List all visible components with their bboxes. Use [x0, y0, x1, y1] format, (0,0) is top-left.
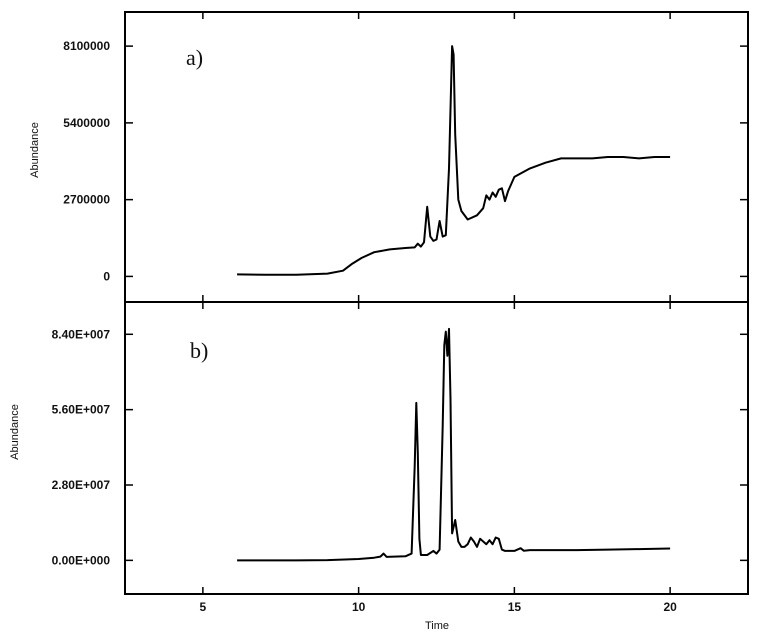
panel-b-series-line: [237, 327, 671, 562]
xtick-label: 5: [200, 600, 207, 614]
ytick-label: 5.60E+007: [52, 403, 111, 417]
panel-b-label: b): [190, 338, 208, 363]
panel-a-label-glow: [145, 17, 255, 107]
panel-b-frame: [124, 301, 749, 595]
ytick-label: 0.00E+000: [52, 553, 111, 567]
panel-b-ylabel: Abundance: [9, 404, 21, 460]
panel-b-axis-ticks: [125, 302, 748, 594]
ytick-label: 5400000: [63, 116, 110, 130]
ytick-label: 2.80E+007: [52, 478, 111, 492]
panel-a-label: a): [186, 45, 203, 70]
x-axis-title: Time: [425, 620, 449, 632]
xtick-label: 10: [352, 600, 366, 614]
xtick-label: 15: [508, 600, 522, 614]
ytick-label: 8.40E+007: [52, 327, 111, 341]
ytick-label: 8100000: [63, 39, 110, 53]
ytick-label: 2700000: [63, 193, 110, 207]
panel-a-ytick-labels: 0 2700000 5400000 8100000: [63, 39, 110, 283]
panel-a-series-line: [237, 45, 671, 276]
ytick-label: 0: [103, 269, 110, 283]
x-tick-labels: 5 10 15 20: [200, 600, 678, 614]
panel-a-ylabel: Abundance: [29, 122, 41, 178]
panel-b-ytick-labels: 0.00E+000 2.80E+007 5.60E+007 8.40E+007: [52, 327, 111, 567]
panel-a-axis-ticks: [125, 12, 748, 302]
xtick-label: 20: [663, 600, 677, 614]
